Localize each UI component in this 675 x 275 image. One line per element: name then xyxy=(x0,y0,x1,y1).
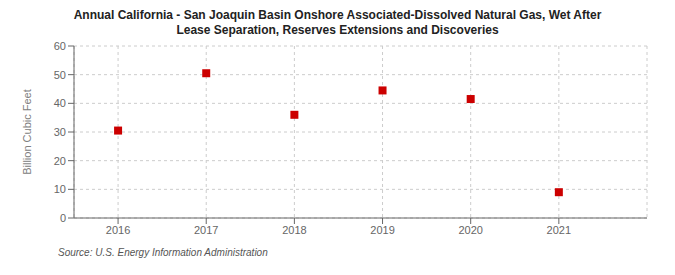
svg-text:2016: 2016 xyxy=(106,224,130,236)
svg-text:2017: 2017 xyxy=(194,224,218,236)
svg-text:10: 10 xyxy=(54,183,66,195)
svg-text:Billion Cubic Feet: Billion Cubic Feet xyxy=(21,89,33,175)
svg-text:2020: 2020 xyxy=(458,224,482,236)
html-text:Lease Separation, Reserves Ext: Lease Separation, Reserves Extensions an… xyxy=(176,23,499,37)
svg-text:30: 30 xyxy=(54,126,66,138)
svg-text:50: 50 xyxy=(54,69,66,81)
svg-text:2019: 2019 xyxy=(370,224,394,236)
html-text:Source: U.S. Energy Informatio: Source: U.S. Energy Information Administ… xyxy=(58,247,268,258)
svg-text:60: 60 xyxy=(54,40,66,52)
html-text:Annual California - San Joaqui: Annual California - San Joaquin Basin On… xyxy=(73,8,602,22)
svg-text:2021: 2021 xyxy=(547,224,571,236)
svg-text:0: 0 xyxy=(60,212,66,224)
svg-text:40: 40 xyxy=(54,97,66,109)
svg-text:2018: 2018 xyxy=(282,224,306,236)
svg-text:20: 20 xyxy=(54,155,66,167)
